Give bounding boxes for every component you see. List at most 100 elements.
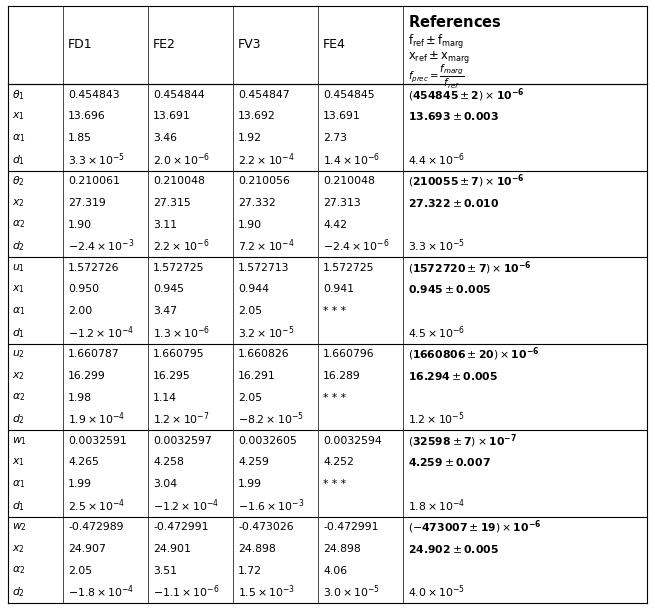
Text: $\mathbf{16.294} \pm \mathbf{0.005}$: $\mathbf{16.294} \pm \mathbf{0.005}$ bbox=[408, 370, 498, 382]
Text: 24.907: 24.907 bbox=[68, 544, 106, 554]
Text: 3.46: 3.46 bbox=[153, 133, 178, 143]
Text: $(\mathbf{1572720} \pm \mathbf{7}) \times \mathbf{10}^{\mathbf{-6}}$: $(\mathbf{1572720} \pm \mathbf{7}) \time… bbox=[408, 259, 532, 276]
Text: $4.5 \times 10^{-6}$: $4.5 \times 10^{-6}$ bbox=[408, 325, 466, 341]
Text: $\mathrm{f}_{\mathrm{ref}} \pm \mathrm{f}_{\mathrm{marg}}$: $\mathrm{f}_{\mathrm{ref}} \pm \mathrm{f… bbox=[408, 33, 464, 51]
Text: 1.72: 1.72 bbox=[238, 566, 262, 576]
Text: $1.8 \times 10^{-4}$: $1.8 \times 10^{-4}$ bbox=[408, 498, 465, 514]
Text: $-8.2 \times 10^{-5}$: $-8.2 \times 10^{-5}$ bbox=[238, 411, 304, 428]
Text: $(-\mathbf{473007} \pm \mathbf{19}) \times \mathbf{10}^{\mathbf{-6}}$: $(-\mathbf{473007} \pm \mathbf{19}) \tim… bbox=[408, 518, 542, 536]
Text: 4.259: 4.259 bbox=[238, 457, 269, 468]
Text: 1.660795: 1.660795 bbox=[153, 350, 205, 359]
Text: $\alpha_1$: $\alpha_1$ bbox=[12, 132, 26, 144]
Text: $(\mathbf{210055} \pm \mathbf{7}) \times \mathbf{10}^{\mathbf{-6}}$: $(\mathbf{210055} \pm \mathbf{7}) \times… bbox=[408, 172, 525, 190]
Text: 1.90: 1.90 bbox=[238, 220, 263, 230]
Text: 2.73: 2.73 bbox=[323, 133, 347, 143]
Text: $(\mathbf{1660806} \pm \mathbf{20}) \times \mathbf{10}^{\mathbf{-6}}$: $(\mathbf{1660806} \pm \mathbf{20}) \tim… bbox=[408, 345, 540, 363]
Text: $2.0 \times 10^{-6}$: $2.0 \times 10^{-6}$ bbox=[153, 152, 210, 168]
Text: 1.14: 1.14 bbox=[153, 393, 178, 403]
Text: $d_2$: $d_2$ bbox=[12, 585, 25, 599]
Text: 0.0032605: 0.0032605 bbox=[238, 436, 297, 446]
Text: 13.692: 13.692 bbox=[238, 111, 276, 121]
Text: FD1: FD1 bbox=[68, 38, 93, 52]
Text: 27.315: 27.315 bbox=[153, 198, 191, 208]
Text: 3.04: 3.04 bbox=[153, 479, 178, 489]
Text: -0.473026: -0.473026 bbox=[238, 523, 294, 532]
Text: 24.898: 24.898 bbox=[323, 544, 361, 554]
Text: $d_1$: $d_1$ bbox=[12, 499, 25, 513]
Text: $\mathbf{13.693} \pm \mathbf{0.003}$: $\mathbf{13.693} \pm \mathbf{0.003}$ bbox=[408, 110, 499, 122]
Text: 4.06: 4.06 bbox=[323, 566, 347, 576]
Text: 1.85: 1.85 bbox=[68, 133, 92, 143]
Text: $\alpha_2$: $\alpha_2$ bbox=[12, 219, 25, 230]
Text: 1.660826: 1.660826 bbox=[238, 350, 290, 359]
Text: 16.291: 16.291 bbox=[238, 371, 276, 381]
Text: 0.454844: 0.454844 bbox=[153, 90, 205, 100]
Text: 0.0032597: 0.0032597 bbox=[153, 436, 212, 446]
Text: 0.950: 0.950 bbox=[68, 284, 100, 294]
Text: $1.4 \times 10^{-6}$: $1.4 \times 10^{-6}$ bbox=[323, 152, 381, 168]
Text: 27.313: 27.313 bbox=[323, 198, 361, 208]
Text: 27.319: 27.319 bbox=[68, 198, 106, 208]
Text: 24.901: 24.901 bbox=[153, 544, 191, 554]
Text: 16.299: 16.299 bbox=[68, 371, 106, 381]
Text: * * *: * * * bbox=[323, 393, 346, 403]
Text: 4.252: 4.252 bbox=[323, 457, 354, 468]
Text: $x_2$: $x_2$ bbox=[12, 197, 25, 209]
Text: FE2: FE2 bbox=[153, 38, 176, 52]
Text: $x_1$: $x_1$ bbox=[12, 457, 25, 468]
Text: $4.0 \times 10^{-5}$: $4.0 \times 10^{-5}$ bbox=[408, 584, 465, 600]
Text: 0.454845: 0.454845 bbox=[323, 90, 375, 100]
Text: $3.2 \times 10^{-5}$: $3.2 \times 10^{-5}$ bbox=[238, 325, 295, 341]
Text: 1.98: 1.98 bbox=[68, 393, 92, 403]
Text: 0.945: 0.945 bbox=[153, 284, 184, 294]
Text: $3.3 \times 10^{-5}$: $3.3 \times 10^{-5}$ bbox=[408, 238, 465, 255]
Text: $\alpha_1$: $\alpha_1$ bbox=[12, 478, 26, 490]
Text: 0.941: 0.941 bbox=[323, 284, 354, 294]
Text: $d_1$: $d_1$ bbox=[12, 153, 25, 167]
Text: 1.92: 1.92 bbox=[238, 133, 262, 143]
Text: 1.572726: 1.572726 bbox=[68, 263, 120, 273]
Text: 0.454847: 0.454847 bbox=[238, 90, 290, 100]
Text: 1.660787: 1.660787 bbox=[68, 350, 120, 359]
Text: $-1.8 \times 10^{-4}$: $-1.8 \times 10^{-4}$ bbox=[68, 584, 134, 600]
Text: $-2.4 \times 10^{-3}$: $-2.4 \times 10^{-3}$ bbox=[68, 238, 134, 255]
Text: * * *: * * * bbox=[323, 479, 346, 489]
Text: 1.660796: 1.660796 bbox=[323, 350, 375, 359]
Text: 0.0032591: 0.0032591 bbox=[68, 436, 127, 446]
Text: $1.2 \times 10^{-5}$: $1.2 \times 10^{-5}$ bbox=[408, 411, 465, 428]
Text: $d_2$: $d_2$ bbox=[12, 239, 25, 253]
Text: $u_2$: $u_2$ bbox=[12, 348, 25, 360]
Text: $3.3 \times 10^{-5}$: $3.3 \times 10^{-5}$ bbox=[68, 152, 125, 168]
Text: $-2.4 \times 10^{-6}$: $-2.4 \times 10^{-6}$ bbox=[323, 238, 390, 255]
Text: $f_{prec} = \dfrac{f_{marg}}{f_{ref}}$: $f_{prec} = \dfrac{f_{marg}}{f_{ref}}$ bbox=[408, 63, 464, 91]
Text: $d_1$: $d_1$ bbox=[12, 326, 25, 340]
Text: $u_1$: $u_1$ bbox=[12, 262, 25, 273]
Text: 2.05: 2.05 bbox=[68, 566, 92, 576]
Text: $-1.2 \times 10^{-4}$: $-1.2 \times 10^{-4}$ bbox=[68, 325, 134, 341]
Text: 0.0032594: 0.0032594 bbox=[323, 436, 382, 446]
Text: * * *: * * * bbox=[323, 306, 346, 316]
Text: 3.11: 3.11 bbox=[153, 220, 178, 230]
Text: 0.944: 0.944 bbox=[238, 284, 269, 294]
Text: $\alpha_1$: $\alpha_1$ bbox=[12, 305, 26, 317]
Text: 0.210048: 0.210048 bbox=[153, 177, 205, 186]
Text: $\mathbf{27.322} \pm \mathbf{0.010}$: $\mathbf{27.322} \pm \mathbf{0.010}$ bbox=[408, 197, 499, 209]
Text: 13.696: 13.696 bbox=[68, 111, 106, 121]
Text: FE4: FE4 bbox=[323, 38, 346, 52]
Text: 2.05: 2.05 bbox=[238, 306, 263, 316]
Text: $\alpha_2$: $\alpha_2$ bbox=[12, 392, 25, 404]
Text: $x_1$: $x_1$ bbox=[12, 111, 25, 122]
Text: $\theta_1$: $\theta_1$ bbox=[12, 88, 25, 102]
Text: 3.47: 3.47 bbox=[153, 306, 178, 316]
Text: $1.9 \times 10^{-4}$: $1.9 \times 10^{-4}$ bbox=[68, 411, 126, 428]
Text: $2.2 \times 10^{-4}$: $2.2 \times 10^{-4}$ bbox=[238, 152, 295, 168]
Text: -0.472989: -0.472989 bbox=[68, 523, 124, 532]
Text: $\mathbf{References}$: $\mathbf{References}$ bbox=[408, 14, 502, 30]
Text: $-1.6 \times 10^{-3}$: $-1.6 \times 10^{-3}$ bbox=[238, 498, 305, 514]
Text: $-1.1 \times 10^{-6}$: $-1.1 \times 10^{-6}$ bbox=[153, 584, 219, 600]
Text: 1.572725: 1.572725 bbox=[323, 263, 375, 273]
Text: 1.572713: 1.572713 bbox=[238, 263, 290, 273]
Text: -0.472991: -0.472991 bbox=[323, 523, 379, 532]
Text: 1.99: 1.99 bbox=[238, 479, 262, 489]
Text: 1.99: 1.99 bbox=[68, 479, 92, 489]
